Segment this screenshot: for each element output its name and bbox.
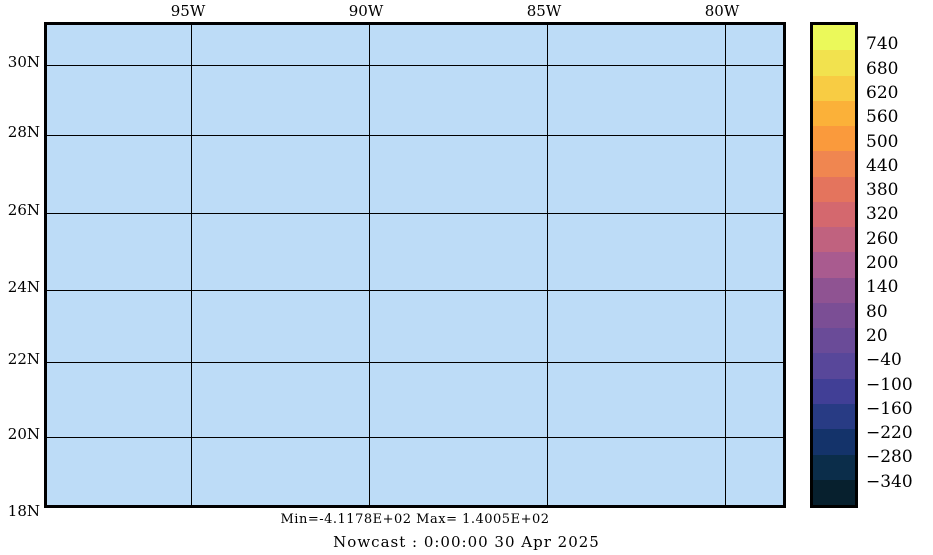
colorbar-band [813,50,855,76]
gridline-horizontal [47,290,783,291]
map-plot-area[interactable] [44,22,786,508]
lat-tick-label: 22N [7,350,40,368]
lat-tick-label: 20N [7,425,40,443]
colorbar-tick-label: 560 [866,107,899,128]
gridline-horizontal [47,65,783,66]
colorbar-band [813,100,855,127]
colorbar-tick-label: −40 [866,350,902,371]
colorbar-band [813,302,855,329]
lat-tick-label: 28N [7,123,40,141]
gridline-horizontal [47,362,783,363]
colorbar-band [813,454,855,480]
colorbar-band [813,151,855,177]
colorbar-tick-label: −160 [866,398,913,419]
colorbar-tick-label: 680 [866,58,899,79]
contour-field-canvas [47,25,783,505]
gridline-horizontal [47,135,783,136]
colorbar-tick-label: 500 [866,131,899,152]
colorbar-band [813,378,855,404]
lon-tick-label: 80W [704,2,740,20]
colorbar-band [813,201,855,228]
colorbar [810,22,858,508]
colorbar-band [813,25,855,51]
colorbar-tick-label: 740 [866,34,899,55]
colorbar-tick-labels: 740 680 620 560 500 440 380 320 260 200 140 80 20 −40… [866,22,933,508]
colorbar-band [813,353,855,379]
colorbar-tick-label: −280 [866,447,913,468]
colorbar-band [813,403,855,430]
colorbar-tick-label: 620 [866,82,899,103]
colorbar-band [813,429,855,455]
nowcast-caption: Nowcast : 0:00:00 30 Apr 2025 [333,533,600,551]
colorbar-tick-label: −340 [866,471,913,492]
lat-tick-label: 30N [7,53,40,71]
colorbar-tick-label: −220 [866,423,913,444]
colorbar-tick-label: 200 [866,253,899,273]
colorbar-tick-label: 260 [866,228,899,249]
lat-tick-label: 24N [7,278,40,296]
colorbar-band [813,277,855,303]
minmax-annotation: Min=-4.1178E+02 Max= 1.4005E+02 [280,512,550,527]
colorbar-tick-label: 80 [866,301,888,322]
lon-tick-label: 85W [526,2,562,20]
colorbar-band [813,227,855,253]
gridline-horizontal [47,437,783,438]
lat-tick-label: 26N [7,201,40,219]
colorbar-tick-label: −100 [866,374,913,395]
gridline-vertical [725,25,726,505]
lon-tick-label: 90W [348,2,384,20]
gridline-horizontal [47,213,783,214]
gridline-vertical [547,25,548,505]
gridline-vertical [369,25,370,505]
colorbar-tick-label: 20 [866,325,888,346]
colorbar-band [813,479,855,506]
colorbar-tick-label: 380 [866,180,899,201]
colorbar-bands [813,25,855,506]
colorbar-band [813,176,855,202]
colorbar-band [813,126,855,152]
gridline-vertical [191,25,192,505]
colorbar-band [813,328,855,354]
colorbar-tick-label: 320 [866,204,899,225]
colorbar-tick-label: 140 [866,277,899,298]
lon-tick-label: 95W [170,2,206,20]
lat-tick-label: 18N [7,502,40,520]
colorbar-band [813,252,855,278]
colorbar-tick-label: 440 [866,155,899,176]
colorbar-band [813,75,855,101]
